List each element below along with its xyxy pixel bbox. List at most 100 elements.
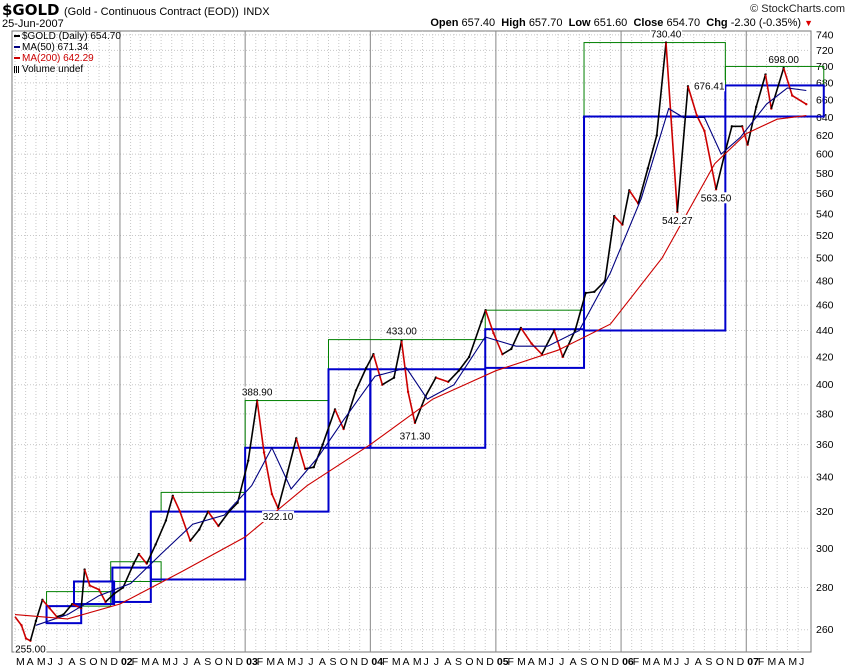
x-tick-label: M	[37, 656, 46, 668]
price-segment	[29, 620, 37, 641]
exchange: INDX	[243, 6, 270, 18]
x-tick-label: F	[382, 656, 388, 668]
legend-price: $GOLD (Daily) 654.70	[14, 31, 121, 42]
price-segment	[285, 438, 298, 478]
y-tick-label: 600	[816, 149, 834, 161]
price-segment	[484, 309, 495, 334]
x-tick-label: J	[423, 656, 428, 668]
price-segment	[520, 327, 533, 345]
x-tick-label: J	[434, 656, 439, 668]
price-segment	[407, 391, 416, 424]
annotation-bg	[398, 430, 431, 442]
price-segment	[770, 67, 785, 109]
x-tick-label: M	[538, 656, 547, 668]
price-segment	[247, 400, 258, 461]
price-segment	[647, 135, 658, 169]
price-swatch	[14, 35, 20, 38]
price-segment	[256, 400, 265, 453]
price-segment	[492, 332, 504, 355]
x-tick-label: N	[225, 656, 233, 668]
x-tick-label: J	[674, 656, 679, 668]
x-tick-label: M	[788, 656, 797, 668]
x-tick-label: J	[173, 656, 178, 668]
x-tick-label: N	[476, 656, 484, 668]
x-tick-label: J	[308, 656, 313, 668]
price-segment	[755, 74, 767, 108]
y-tick-label: 620	[816, 130, 834, 142]
x-tick-label: D	[737, 656, 745, 668]
price-segment	[435, 376, 449, 383]
x-tick-label: M	[642, 656, 651, 668]
y-tick-label: 500	[816, 252, 834, 264]
y-tick-label: 360	[816, 439, 834, 451]
price-segment	[295, 438, 306, 470]
price-segment	[334, 409, 345, 430]
y-tick-label: 260	[816, 624, 834, 636]
price-annotation: 322.10	[263, 512, 294, 523]
price-segment	[562, 330, 576, 358]
x-tick-label: A	[152, 656, 159, 668]
price-segment	[41, 599, 51, 609]
x-tick-label: N	[350, 656, 358, 668]
annotation-bg	[661, 214, 694, 226]
price-segment	[414, 395, 427, 424]
x-tick-label: O	[716, 656, 724, 668]
x-tick-label: S	[580, 656, 587, 668]
x-tick-label: M	[141, 656, 150, 668]
price-annotation: 563.50	[701, 193, 732, 204]
price-segment	[621, 190, 631, 225]
x-tick-label: O	[215, 656, 223, 668]
x-tick-label: 04	[371, 656, 383, 668]
price-segment	[541, 330, 555, 355]
y-tick-label: 480	[816, 276, 834, 288]
x-tick-label: J	[799, 656, 804, 668]
price-segment	[165, 495, 174, 521]
price-segment	[172, 495, 181, 512]
x-tick-label: S	[204, 656, 211, 668]
price-segment	[746, 106, 757, 145]
price-segment	[782, 67, 793, 96]
x-tick-label: A	[403, 656, 410, 668]
price-segment	[138, 553, 148, 565]
price-segment	[696, 115, 706, 132]
x-tick-label: A	[444, 656, 451, 668]
annotation-bg	[700, 192, 733, 204]
price-segment	[83, 569, 91, 586]
price-segment	[553, 330, 564, 358]
price-annotation: 371.30	[400, 432, 431, 443]
price-segment	[447, 370, 460, 383]
price-segment	[89, 584, 100, 591]
price-segment	[703, 130, 717, 190]
price-segment	[35, 599, 44, 622]
chg-label: Chg	[706, 17, 728, 29]
price-segment	[613, 215, 624, 226]
y-tick-label: 340	[816, 472, 834, 484]
y-tick-label: 560	[816, 188, 834, 200]
x-tick-label: 07	[747, 656, 759, 668]
price-segment	[715, 153, 726, 190]
price-segment	[372, 354, 384, 385]
high-value: 657.70	[528, 17, 563, 29]
price-segment	[14, 616, 23, 626]
x-tick-label: M	[16, 656, 25, 668]
ma50-line	[35, 87, 807, 626]
ma200-line	[14, 115, 807, 620]
x-tick-label: F	[132, 656, 138, 668]
price-segment	[764, 74, 773, 109]
close-label: Close	[633, 17, 664, 29]
x-tick-label: O	[340, 656, 348, 668]
trading-range-box	[583, 115, 727, 332]
y-tick-label: 540	[816, 209, 834, 221]
x-tick-label: A	[68, 656, 75, 668]
price-segment	[236, 460, 250, 503]
y-tick-label: 640	[816, 112, 834, 124]
brand-logo: © StockCharts.com	[750, 3, 845, 15]
price-segment	[400, 340, 409, 392]
x-tick-label: A	[778, 656, 785, 668]
x-tick-label: J	[58, 656, 63, 668]
price-segment	[179, 511, 192, 542]
price-segment	[342, 390, 357, 430]
price-segment	[676, 86, 689, 212]
y-tick-label: 440	[816, 325, 834, 337]
